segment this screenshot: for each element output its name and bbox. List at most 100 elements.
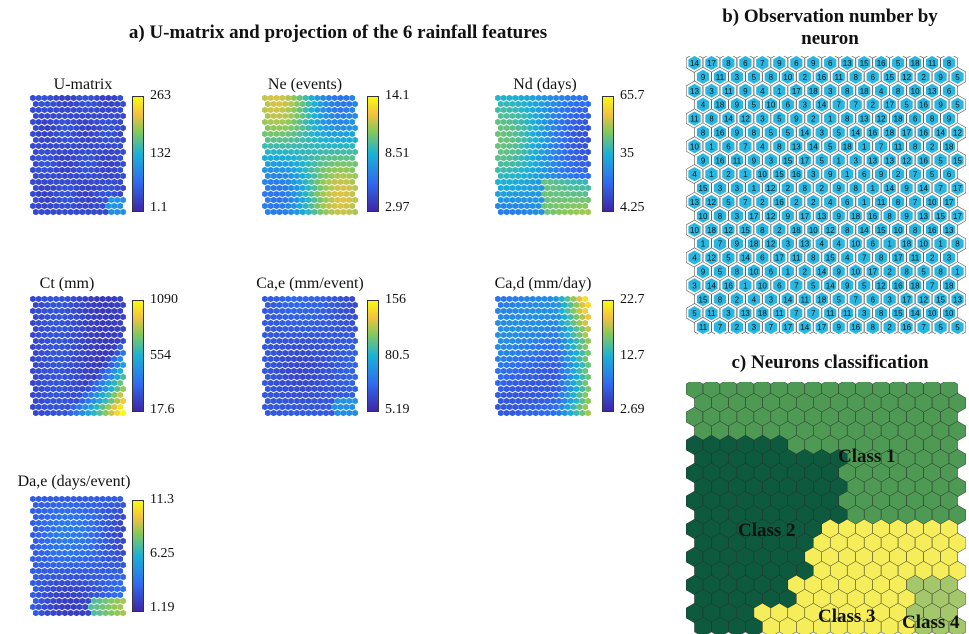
map-hex-cell: [518, 307, 524, 315]
map-hex-cell: [108, 501, 115, 509]
obs-hex-fill: [832, 69, 845, 84]
map-hex-cell: [79, 325, 86, 333]
map-hex-cell: [297, 95, 303, 102]
map-hex-cell: [62, 549, 68, 557]
map-hex-cell: [114, 501, 121, 509]
umatrix-min-label: 1.1: [150, 200, 168, 215]
map-hex-cell: [553, 343, 559, 351]
map-hex-cell: [94, 507, 100, 515]
obs-count-label: 15: [885, 73, 894, 82]
obs-hex-fill: [934, 181, 947, 196]
map-hex-cell: [535, 190, 542, 198]
map-hex-cell: [85, 325, 91, 333]
map-hex-cell: [41, 118, 48, 126]
map-hex-cell: [35, 296, 42, 303]
map-hex-cell: [518, 142, 524, 150]
map-hex-cell: [276, 301, 283, 309]
map-hex-cell: [530, 130, 536, 138]
map-hex-cell: [559, 166, 565, 174]
obs-hex-fill: [722, 139, 735, 154]
obs-count-label: 3: [803, 101, 808, 110]
map-hex-cell: [117, 118, 123, 126]
obs-hex-fill: [934, 292, 947, 307]
map-hex-cell: [585, 325, 591, 333]
map-hex-cell: [85, 208, 91, 215]
map-hex-cell: [99, 567, 106, 575]
map-hex-cell: [323, 361, 329, 369]
map-hex-cell: [535, 202, 542, 210]
map-hex-cell: [99, 603, 106, 611]
map-hex-cell: [311, 385, 318, 393]
map-hex-cell: [538, 100, 545, 108]
map-hex-cell: [99, 319, 106, 327]
map-hex-cell: [82, 355, 89, 363]
obs-count-label: 16: [928, 226, 937, 235]
map-hex-cell: [65, 118, 71, 126]
map-hex-cell: [524, 296, 530, 303]
map-hex-cell: [559, 319, 565, 327]
map-hex-cell: [297, 202, 303, 210]
obs-hex-fill: [739, 250, 752, 265]
map-hex-cell: [544, 184, 551, 192]
map-hex-cell: [553, 403, 559, 411]
map-hex-cell: [343, 307, 350, 315]
map-hex-cell: [44, 597, 51, 605]
map-hex-cell: [559, 178, 565, 186]
map-hex-cell: [65, 296, 71, 303]
map-hex-cell: [297, 296, 303, 303]
map-hex-cell: [500, 95, 507, 102]
map-hex-cell: [105, 555, 112, 563]
map-hex-cell: [85, 136, 91, 144]
map-hex-cell: [273, 118, 280, 126]
obs-hex-fill: [807, 167, 820, 182]
map-hex-cell: [297, 166, 303, 174]
map-hex-cell: [564, 367, 571, 375]
map-hex-cell: [579, 112, 586, 120]
map-hex-cell: [97, 585, 103, 593]
map-hex-cell: [527, 325, 533, 333]
map-hex-cell: [500, 118, 507, 126]
map-hex-cell: [88, 202, 94, 210]
map-hex-cell: [108, 525, 115, 533]
map-hex-cell: [267, 331, 274, 339]
obs-count-label: 3: [769, 156, 774, 165]
map-hex-cell: [305, 124, 312, 132]
map-hex-cell: [38, 136, 45, 144]
map-hex-cell: [550, 373, 556, 381]
map-hex-cell: [340, 349, 347, 357]
dae-min-label: 1.19: [150, 600, 175, 615]
map-hex-cell: [337, 367, 344, 375]
map-hex-cell: [547, 95, 554, 102]
obs-count-label: 10: [699, 212, 708, 221]
map-hex-cell: [79, 597, 86, 605]
map-hex-cell: [267, 379, 274, 387]
map-hex-cell: [559, 343, 565, 351]
map-hex-cell: [297, 343, 303, 351]
map-hex-cell: [102, 313, 109, 321]
map-hex-cell: [62, 361, 68, 369]
nd-max-label: 65.7: [620, 88, 645, 103]
map-hex-cell: [76, 496, 83, 503]
map-hex-cell: [67, 301, 74, 309]
obs-hex-fill: [934, 69, 947, 84]
map-hex-cell: [340, 385, 347, 393]
obs-hex-fill: [875, 167, 888, 182]
map-hex-cell: [82, 202, 89, 210]
map-hex-cell: [33, 537, 39, 545]
map-hex-cell: [352, 196, 358, 204]
map-hex-cell: [311, 313, 318, 321]
map-hex-cell: [70, 367, 77, 375]
map-hex-cell: [53, 519, 59, 527]
map-hex-cell: [79, 525, 86, 533]
map-hex-cell: [323, 397, 329, 405]
map-hex-cell: [302, 178, 309, 186]
obs-hex-fill: [883, 292, 896, 307]
map-hex-cell: [270, 361, 277, 369]
map-hex-cell: [573, 385, 580, 393]
section-b-title-line1: b) Observation number by: [722, 6, 938, 27]
obs-hex-fill: [858, 194, 871, 209]
map-hex-cell: [311, 148, 318, 156]
map-hex-cell: [99, 391, 106, 399]
map-hex-cell: [73, 136, 80, 144]
map-hex-cell: [120, 196, 126, 204]
